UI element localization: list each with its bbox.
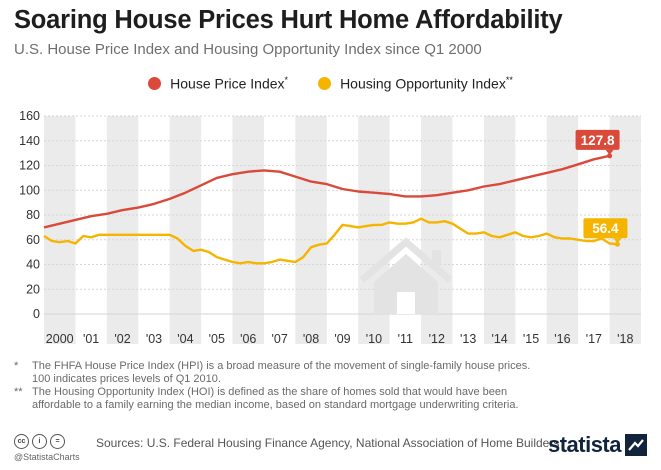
end-label: 127.8 xyxy=(581,133,615,148)
house-door xyxy=(397,292,415,314)
cc-icon: cc xyxy=(14,434,29,449)
y-tick-label: 140 xyxy=(19,134,40,148)
x-tick-label: '07 xyxy=(272,332,288,346)
series-line-hoi xyxy=(43,217,618,265)
y-tick-label: 120 xyxy=(19,159,40,173)
house-watermark-icon xyxy=(359,237,453,283)
x-tick-label: '04 xyxy=(177,332,193,346)
footnote-hoi: ** The Housing Opportunity Index (HOI) i… xyxy=(14,386,519,411)
house-body xyxy=(374,254,438,314)
chart-subtitle: U.S. House Price Index and Housing Oppor… xyxy=(14,41,482,58)
footnote-hpi: * The FHFA House Price Index (HPI) is a … xyxy=(14,360,531,385)
legend: House Price Index* Housing Opportunity I… xyxy=(0,75,661,92)
y-tick-label: 0 xyxy=(33,307,40,321)
legend-dot-hpi xyxy=(148,76,162,90)
brand-name: statista xyxy=(547,432,622,457)
series-end-point xyxy=(607,153,613,159)
series-line-hpi xyxy=(43,154,610,229)
x-tick-label: '16 xyxy=(554,332,570,346)
x-tick-label: '05 xyxy=(209,332,225,346)
y-tick-label: 80 xyxy=(26,208,40,222)
y-tick-label: 100 xyxy=(19,183,40,197)
x-tick-label: '14 xyxy=(491,332,507,346)
x-tick-label: '10 xyxy=(366,332,382,346)
year-band xyxy=(546,116,579,344)
y-tick-label: 160 xyxy=(19,109,40,123)
statista-logo: statista xyxy=(548,432,647,458)
legend-dot-hoi xyxy=(318,76,332,90)
y-tick-label: 60 xyxy=(26,233,40,247)
end-label-box xyxy=(583,218,628,239)
year-band xyxy=(44,116,76,344)
legend-label-hoi: Housing Opportunity Index** xyxy=(340,75,513,92)
x-tick-label: '09 xyxy=(334,332,350,346)
x-tick-label: '13 xyxy=(460,332,476,346)
y-tick-label: 20 xyxy=(26,282,40,296)
year-band xyxy=(483,116,516,344)
y-tick-label: 40 xyxy=(26,258,40,272)
year-band xyxy=(169,116,202,344)
x-tick-label: '02 xyxy=(114,332,130,346)
end-label-box xyxy=(575,129,620,150)
chart-title: Soaring House Prices Hurt Home Affordabi… xyxy=(14,6,563,34)
footnotes: * The FHFA House Price Index (HPI) is a … xyxy=(14,360,530,412)
footer: cc i = @StatistaCharts Sources: U.S. Fed… xyxy=(14,432,647,462)
by-icon: i xyxy=(32,434,47,449)
x-tick-label: '17 xyxy=(586,332,602,346)
end-label-pointer xyxy=(605,149,614,155)
house-chimney xyxy=(432,250,441,266)
x-tick-label: '06 xyxy=(240,332,256,346)
x-tick-label: '11 xyxy=(398,332,413,346)
x-tick-label: 2000 xyxy=(46,332,74,346)
legend-label-hpi: House Price Index* xyxy=(170,75,289,92)
line-chart: 0 20 40 60 80 100 120 140 160 2000 '01 '02 '03 '04 '05… xyxy=(19,109,641,346)
series-end-point xyxy=(614,241,620,247)
end-label-pointer xyxy=(613,238,622,244)
legend-item-hpi: House Price Index* xyxy=(148,75,288,92)
x-tick-label: '18 xyxy=(617,332,633,346)
year-band xyxy=(106,116,139,344)
social-handle: @StatistaCharts xyxy=(14,452,80,462)
end-label: 56.4 xyxy=(592,221,619,236)
year-band xyxy=(232,116,264,344)
x-tick-label: '01 xyxy=(83,332,99,346)
nd-icon: = xyxy=(50,434,65,449)
x-tick-label: '12 xyxy=(429,332,445,346)
statista-logo-icon xyxy=(625,434,647,456)
x-tick-label: '15 xyxy=(523,332,539,346)
x-tick-label: '08 xyxy=(303,332,319,346)
license-icons: cc i = xyxy=(14,434,65,449)
legend-item-hoi: Housing Opportunity Index** xyxy=(318,75,513,92)
x-tick-label: '03 xyxy=(146,332,162,346)
year-band xyxy=(295,116,327,344)
sources-text: Sources: U.S. Federal Housing Finance Ag… xyxy=(96,436,560,450)
